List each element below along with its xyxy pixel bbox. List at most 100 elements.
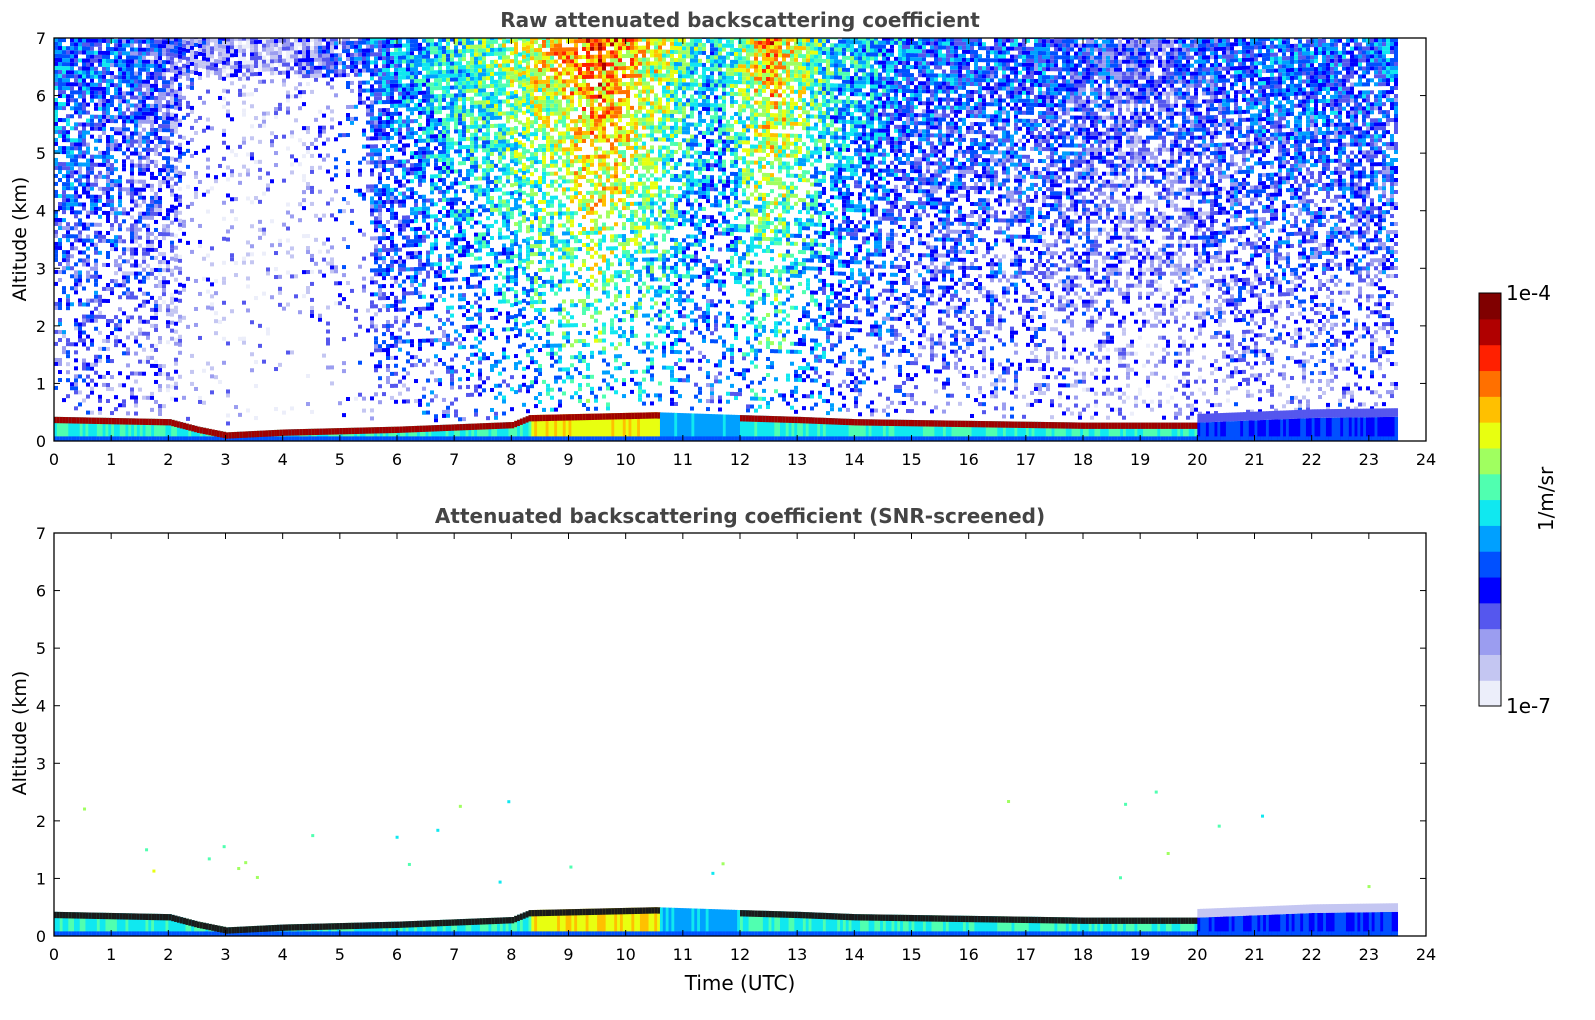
heatmap-cell [494, 363, 498, 368]
heatmap-cell [82, 322, 86, 327]
heatmap-cell [414, 231, 418, 236]
heatmap-cell [182, 39, 186, 44]
heatmap-cell [310, 49, 314, 54]
heatmap-cell [190, 201, 194, 206]
heatmap-cell [514, 198, 518, 203]
heatmap-cell [202, 100, 206, 105]
heatmap-cell [70, 62, 74, 67]
heatmap-cell [486, 224, 490, 229]
heatmap-cell [462, 125, 466, 130]
heatmap-cell [418, 314, 422, 319]
heatmap-cell [450, 321, 454, 326]
heatmap-cell [534, 68, 538, 73]
heatmap-cell [154, 379, 158, 384]
heatmap-cell [490, 143, 494, 148]
heatmap-cell [530, 192, 534, 197]
heatmap-cell [538, 371, 542, 376]
heatmap-cell [58, 62, 62, 67]
heatmap-cell [470, 392, 474, 397]
heatmap-cell [366, 52, 370, 57]
heatmap-cell [430, 118, 434, 123]
heatmap-cell [186, 204, 190, 209]
heatmap-cell [90, 46, 94, 51]
heatmap-cell [546, 211, 550, 216]
heatmap-cell [358, 88, 362, 93]
heatmap-cell [370, 152, 374, 157]
heatmap-cell [54, 61, 58, 66]
heatmap-cell [82, 362, 86, 367]
heatmap-cell [178, 70, 182, 75]
heatmap-cell [326, 73, 330, 78]
heatmap-cell [138, 135, 142, 140]
heatmap-cell [494, 411, 498, 416]
heatmap-cell [438, 170, 442, 175]
heatmap-cell [178, 142, 182, 147]
heatmap-cell [390, 91, 394, 96]
heatmap-cell [146, 231, 150, 236]
heatmap-cell [114, 323, 118, 328]
heatmap-cell [530, 132, 534, 137]
heatmap-cell [458, 53, 462, 58]
heatmap-cell [134, 63, 138, 68]
heatmap-cell [106, 66, 110, 71]
heatmap-cell [542, 191, 546, 196]
heatmap-cell [62, 266, 66, 271]
heatmap-cell [174, 277, 178, 282]
heatmap-cell [526, 157, 530, 162]
heatmap-cell [374, 100, 378, 105]
heatmap-cell [534, 40, 538, 45]
heatmap-cell [498, 251, 502, 256]
heatmap-cell [166, 80, 170, 85]
heatmap-cell [546, 131, 550, 136]
heatmap-cell [510, 95, 514, 100]
heatmap-cell [402, 367, 406, 372]
heatmap-cell [82, 82, 86, 87]
heatmap-cell [86, 58, 90, 63]
heatmap-cell [110, 183, 114, 188]
heatmap-cell [474, 100, 478, 105]
heatmap-cell [170, 336, 174, 341]
heatmap-cell [526, 121, 530, 126]
heatmap-cell [86, 86, 90, 91]
heatmap-cell [426, 226, 430, 231]
heatmap-cell [302, 46, 306, 51]
heatmap-cell [326, 365, 330, 370]
heatmap-cell [166, 340, 170, 345]
heatmap-cell [530, 320, 534, 325]
heatmap-cell [66, 350, 70, 355]
heatmap-cell [178, 54, 182, 59]
heatmap-cell [482, 268, 486, 273]
heatmap-cell [174, 38, 178, 42]
heatmap-cell [490, 51, 494, 56]
heatmap-cell [466, 324, 470, 329]
heatmap-cell [158, 304, 162, 309]
heatmap-cell [118, 211, 122, 216]
heatmap-cell [430, 42, 434, 47]
heatmap-cell [390, 291, 394, 296]
heatmap-cell [302, 102, 306, 107]
heatmap-cell [366, 152, 370, 157]
heatmap-cell [170, 240, 174, 245]
heatmap-cell [90, 390, 94, 395]
heatmap-cell [482, 88, 486, 93]
heatmap-cell [462, 293, 466, 298]
heatmap-cell [118, 103, 122, 108]
heatmap-cell [362, 284, 366, 289]
heatmap-cell [378, 88, 382, 93]
heatmap-cell [458, 213, 462, 218]
heatmap-cell [318, 249, 322, 254]
heatmap-cell [78, 150, 82, 155]
heatmap-cell [462, 213, 466, 218]
heatmap-cell [146, 79, 150, 84]
heatmap-cell [290, 50, 294, 55]
heatmap-cell [478, 356, 482, 361]
heatmap-cell [394, 251, 398, 256]
heatmap-cell [466, 176, 470, 181]
heatmap-cell [82, 302, 86, 307]
heatmap-cell [422, 210, 426, 215]
heatmap-cell [278, 54, 282, 59]
heatmap-cell [486, 136, 490, 141]
heatmap-cell [58, 38, 62, 43]
heatmap-cell [398, 131, 402, 136]
heatmap-cell [370, 196, 374, 201]
